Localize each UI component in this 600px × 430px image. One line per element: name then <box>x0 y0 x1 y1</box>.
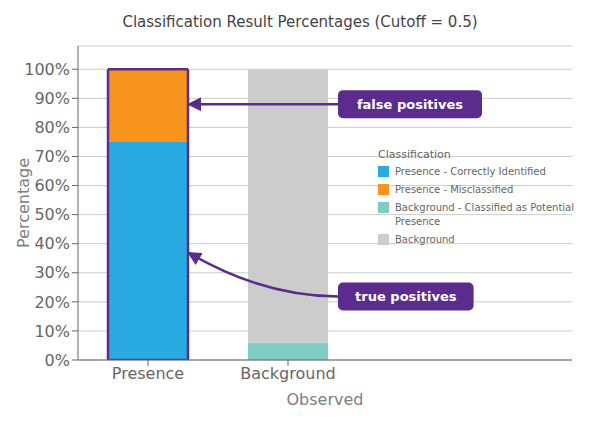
html-text:Presence - Misclassified: Presence - Misclassified <box>395 184 514 195</box>
svg-text:Presence: Presence <box>112 364 184 383</box>
svg-text:80%: 80% <box>34 118 70 137</box>
html-text:Background: Background <box>395 234 455 245</box>
svg-text:60%: 60% <box>34 176 70 195</box>
svg-text:10%: 10% <box>34 322 70 341</box>
html-text:Background - Classified as Pot: Background - Classified as Potential Pre… <box>395 202 574 227</box>
svg-text:0%: 0% <box>45 351 70 370</box>
svg-text:true positives: true positives <box>355 289 457 304</box>
svg-text:70%: 70% <box>34 147 70 166</box>
svg-text:Background: Background <box>240 364 335 383</box>
svg-text:Observed: Observed <box>287 390 364 409</box>
html-text:Classification: Classification <box>378 148 451 161</box>
html-text:Presence - Correctly Identifie: Presence - Correctly Identified <box>395 166 546 177</box>
svg-text:40%: 40% <box>34 234 70 253</box>
svg-text:false positives: false positives <box>357 97 463 112</box>
svg-text:Percentage: Percentage <box>14 158 33 248</box>
html-text:Classification Result Percenta: Classification Result Percentages (Cutof… <box>122 13 478 31</box>
svg-text:100%: 100% <box>24 60 70 79</box>
svg-text:30%: 30% <box>34 263 70 282</box>
svg-text:90%: 90% <box>34 89 70 108</box>
svg-text:20%: 20% <box>34 293 70 312</box>
svg-text:50%: 50% <box>34 205 70 224</box>
